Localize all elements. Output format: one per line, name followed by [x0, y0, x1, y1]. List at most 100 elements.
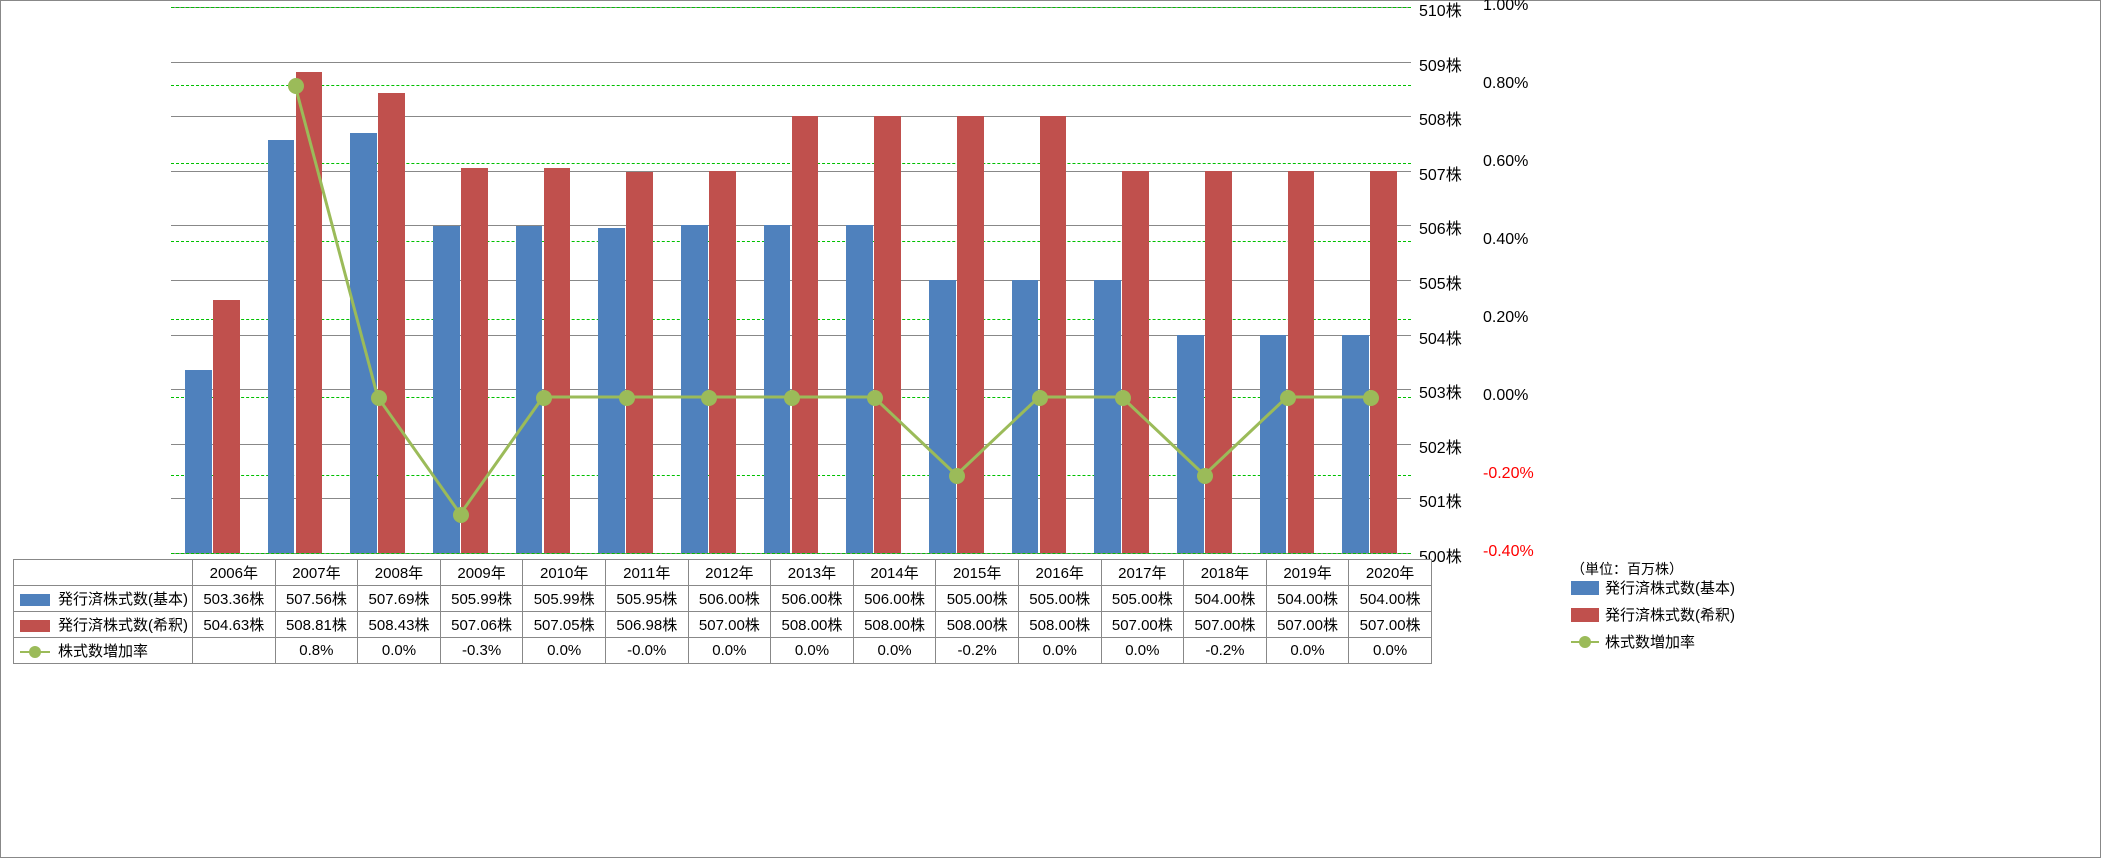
- growth-marker: [784, 390, 800, 406]
- y-tick-shares: 507株: [1419, 161, 1462, 185]
- growth-marker: [453, 507, 469, 523]
- table-row: 発行済株式数(希釈)504.63株508.81株508.43株507.06株50…: [14, 612, 1432, 638]
- cell: 507.00株: [1349, 612, 1432, 638]
- cell: 507.06株: [440, 612, 523, 638]
- growth-marker: [536, 390, 552, 406]
- y-tick-growth: 0.00%: [1483, 387, 1528, 405]
- cell: 508.00株: [853, 612, 936, 638]
- growth-marker: [1032, 390, 1048, 406]
- cell: [193, 638, 276, 664]
- cell: 507.00株: [688, 612, 771, 638]
- cell: 503.36株: [193, 586, 276, 612]
- cell: 507.05株: [523, 612, 606, 638]
- growth-marker: [1280, 390, 1296, 406]
- y-tick-shares: 510株: [1419, 0, 1462, 21]
- cell: 0.8%: [275, 638, 358, 664]
- cell: 505.99株: [440, 586, 523, 612]
- y-tick-shares: 503株: [1419, 379, 1462, 403]
- legend-item: 発行済株式数(基本): [1571, 577, 1735, 598]
- cell: 508.43株: [358, 612, 441, 638]
- cell: 505.00株: [936, 586, 1019, 612]
- unit-label: （単位：百万株）: [1571, 559, 1683, 579]
- gridline-growth: [171, 553, 1411, 554]
- cell: 505.00株: [1018, 586, 1101, 612]
- data-table: 2006年2007年2008年2009年2010年2011年2012年2013年…: [13, 559, 1432, 664]
- cell: 2015年: [936, 560, 1019, 586]
- cell: 0.0%: [1018, 638, 1101, 664]
- y-tick-shares: 502株: [1419, 434, 1462, 458]
- legend-label: 株式数増加率: [1605, 631, 1695, 652]
- row-header-growth: 株式数増加率: [14, 638, 193, 664]
- cell: 0.0%: [1349, 638, 1432, 664]
- y-tick-shares: 505株: [1419, 270, 1462, 294]
- growth-marker: [619, 390, 635, 406]
- legend-swatch-icon: [1571, 581, 1599, 595]
- cell: 507.00株: [1101, 612, 1184, 638]
- row-header-diluted: 発行済株式数(希釈): [14, 612, 193, 638]
- cell: 2020年: [1349, 560, 1432, 586]
- growth-marker: [371, 390, 387, 406]
- cell: 506.00株: [771, 586, 854, 612]
- cell: 508.00株: [771, 612, 854, 638]
- growth-marker: [867, 390, 883, 406]
- y-tick-shares: 506株: [1419, 215, 1462, 239]
- cell: 505.00株: [1101, 586, 1184, 612]
- cell: 2013年: [771, 560, 854, 586]
- cell: 0.0%: [1266, 638, 1349, 664]
- y-tick-growth: 0.20%: [1483, 309, 1528, 327]
- y-tick-growth: 0.60%: [1483, 153, 1528, 171]
- legend-line-icon: [1571, 641, 1599, 643]
- cell: 2007年: [275, 560, 358, 586]
- legend-item: 株式数増加率: [1571, 631, 1735, 652]
- cell: 2014年: [853, 560, 936, 586]
- y-tick-shares: 504株: [1419, 325, 1462, 349]
- row-header-basic: 発行済株式数(基本): [14, 586, 193, 612]
- y-tick-shares: 509株: [1419, 52, 1462, 76]
- cell: -0.0%: [605, 638, 688, 664]
- y-tick-shares: 501株: [1419, 488, 1462, 512]
- growth-line: [171, 7, 1411, 553]
- cell: 506.00株: [853, 586, 936, 612]
- cell: 2010年: [523, 560, 606, 586]
- cell: 504.00株: [1349, 586, 1432, 612]
- growth-marker: [949, 468, 965, 484]
- y-tick-growth: -0.20%: [1483, 465, 1534, 483]
- cell: 0.0%: [523, 638, 606, 664]
- cell: 0.0%: [1101, 638, 1184, 664]
- cell: 2019年: [1266, 560, 1349, 586]
- cell: 0.0%: [771, 638, 854, 664]
- chart-container: 500株501株502株503株504株505株506株507株508株509株…: [0, 0, 2101, 858]
- y-tick-shares: 508株: [1419, 106, 1462, 130]
- cell: 504.63株: [193, 612, 276, 638]
- cell: 507.56株: [275, 586, 358, 612]
- row-header-years: [14, 560, 193, 586]
- cell: 504.00株: [1184, 586, 1267, 612]
- cell: 507.00株: [1184, 612, 1267, 638]
- legend-label: 発行済株式数(基本): [1605, 577, 1735, 598]
- growth-marker: [1115, 390, 1131, 406]
- cell: -0.2%: [936, 638, 1019, 664]
- cell: 2012年: [688, 560, 771, 586]
- y-tick-growth: 0.40%: [1483, 231, 1528, 249]
- cell: 507.00株: [1266, 612, 1349, 638]
- cell: 505.95株: [605, 586, 688, 612]
- legend-swatch-icon: [1571, 608, 1599, 622]
- plot-area: [171, 7, 1411, 553]
- cell: 0.0%: [358, 638, 441, 664]
- cell: 507.69株: [358, 586, 441, 612]
- y-tick-growth: 0.80%: [1483, 75, 1528, 93]
- cell: 0.0%: [853, 638, 936, 664]
- table-row: 発行済株式数(基本)503.36株507.56株507.69株505.99株 50…: [14, 586, 1432, 612]
- cell: 506.00株: [688, 586, 771, 612]
- cell: -0.2%: [1184, 638, 1267, 664]
- growth-marker: [1363, 390, 1379, 406]
- growth-marker: [701, 390, 717, 406]
- cell: 508.81株: [275, 612, 358, 638]
- growth-marker: [1197, 468, 1213, 484]
- y-tick-growth: -0.40%: [1483, 543, 1534, 561]
- legend-label: 発行済株式数(希釈): [1605, 604, 1735, 625]
- y-tick-growth: 1.00%: [1483, 0, 1528, 15]
- cell: 504.00株: [1266, 586, 1349, 612]
- cell: 2009年: [440, 560, 523, 586]
- cell: -0.3%: [440, 638, 523, 664]
